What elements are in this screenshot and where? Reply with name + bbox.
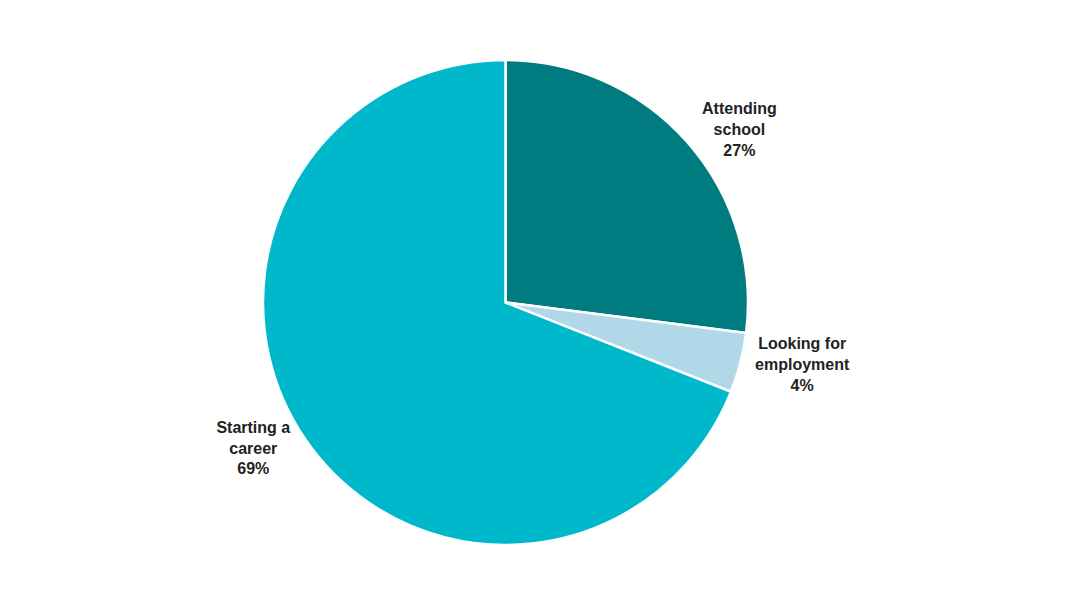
svg-text:Looking foremployment4%: Looking foremployment4%	[755, 335, 850, 394]
svg-text:Attendingschool27%: Attendingschool27%	[702, 100, 777, 159]
svg-text:Starting acareer69%: Starting acareer69%	[216, 419, 290, 478]
